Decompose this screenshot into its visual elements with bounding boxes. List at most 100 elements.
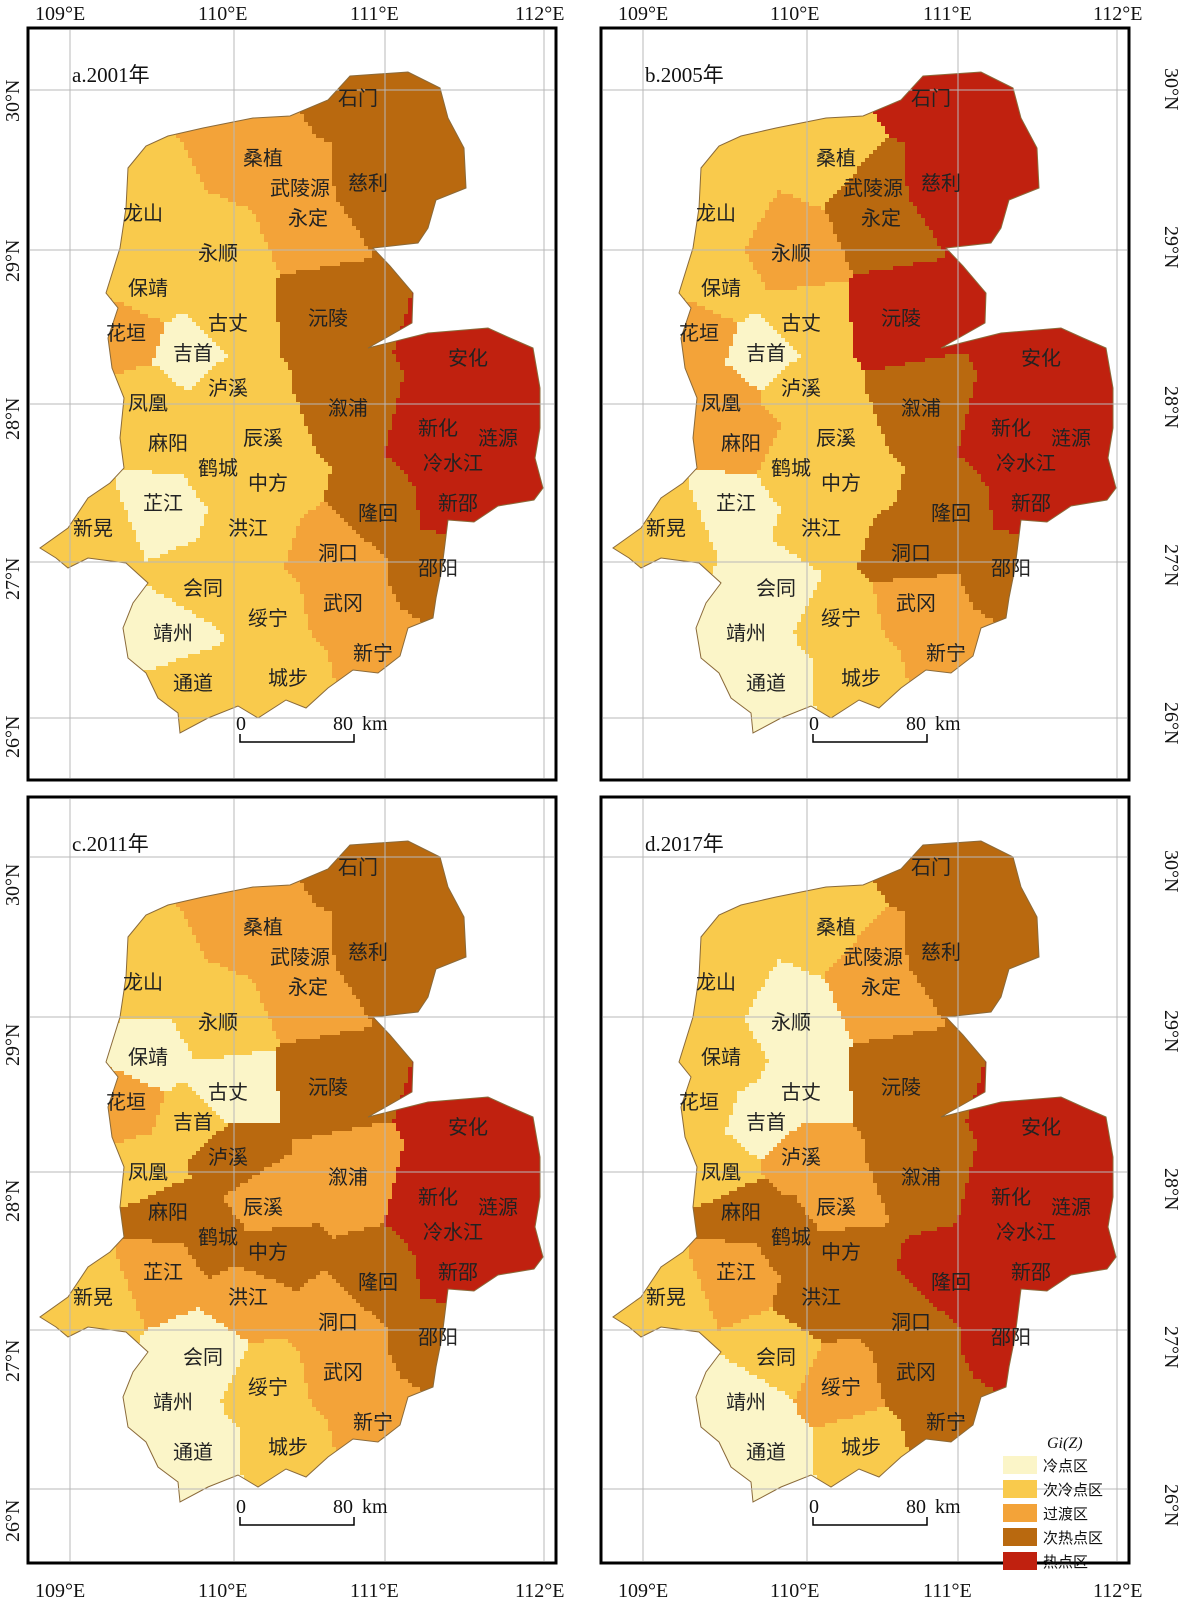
county-region <box>857 1271 961 1351</box>
county-label: 绥宁 <box>248 606 288 630</box>
county-label: 邵阳 <box>991 1325 1031 1349</box>
county-label: 芷江 <box>716 491 756 515</box>
county-label: 靖州 <box>153 621 193 645</box>
county-label: 城步 <box>268 1435 308 1459</box>
county-label: 泸溪 <box>208 1145 248 1169</box>
lon-label: 109°E <box>618 3 668 25</box>
county-label: 邵阳 <box>418 1325 458 1349</box>
county-label: 保靖 <box>701 276 741 300</box>
county-label: 武陵源 <box>270 176 330 200</box>
county-label: 绥宁 <box>821 606 861 630</box>
county-label: 石门 <box>911 855 951 879</box>
lon-label: 110°E <box>198 3 247 25</box>
county-label: 鹤城 <box>198 456 238 480</box>
lat-label: 29°N <box>1160 1010 1182 1052</box>
legend-swatch-cold <box>1003 1456 1037 1474</box>
lat-label: 30°N <box>1160 850 1182 892</box>
county-label: 永顺 <box>771 241 811 265</box>
county-label: 洞口 <box>891 541 931 565</box>
county-label: 桑植 <box>243 146 283 170</box>
county-label: 冷水江 <box>996 1220 1056 1244</box>
lat-label: 27°N <box>2 1340 24 1382</box>
county-label: 新邵 <box>1011 1260 1051 1284</box>
county-label: 慈利 <box>348 171 388 195</box>
county-region <box>745 190 853 290</box>
lon-label: 111°E <box>350 3 399 25</box>
county-label: 辰溪 <box>243 1195 283 1219</box>
county-label: 麻阳 <box>148 431 188 455</box>
county-label: 武陵源 <box>843 176 903 200</box>
county-region <box>396 438 492 486</box>
county-label: 新宁 <box>353 641 393 665</box>
lon-label: 112°E <box>515 1580 564 1600</box>
county-label: 芷江 <box>143 1260 183 1284</box>
county-label: 通道 <box>173 1440 213 1464</box>
county-label: 涟源 <box>1051 426 1091 450</box>
scale-bar-line <box>812 734 928 743</box>
scale-bar-unit: km <box>935 713 961 735</box>
county-label: 石门 <box>338 855 378 879</box>
county-label: 花垣 <box>106 1090 146 1114</box>
lon-label: 111°E <box>923 3 972 25</box>
county-label: 沅陵 <box>881 306 921 330</box>
county-region <box>220 1339 312 1427</box>
county-region <box>897 1223 993 1327</box>
county-label: 中方 <box>248 1240 288 1264</box>
county-label: 武陵源 <box>270 945 330 969</box>
county-label: 武冈 <box>896 1360 936 1384</box>
county-regions <box>613 841 1116 1502</box>
county-label: 新宁 <box>353 1410 393 1434</box>
county-label: 城步 <box>841 1435 881 1459</box>
county-label: 慈利 <box>921 940 961 964</box>
county-label: 古丈 <box>208 311 248 335</box>
county-label: 龙山 <box>123 970 163 994</box>
county-region <box>873 1343 973 1415</box>
county-label: 通道 <box>746 671 786 695</box>
county-region <box>773 498 873 574</box>
lat-label: 29°N <box>2 1024 24 1066</box>
county-label: 桑植 <box>816 146 856 170</box>
county-region <box>829 963 945 1043</box>
county-region <box>324 1223 420 1327</box>
lon-label: 109°E <box>35 1580 85 1600</box>
county-region <box>797 1155 889 1231</box>
right-latitude-labels: 30°N 29°N 28°N 27°N 26°N 30°N 29°N 28°N … <box>1160 68 1182 1526</box>
county-label: 新邵 <box>438 1260 478 1284</box>
lat-label: 27°N <box>1160 544 1182 586</box>
county-region <box>172 190 280 290</box>
county-label: 永顺 <box>771 1010 811 1034</box>
county-label: 新邵 <box>438 491 478 515</box>
bottom-longitude-labels: 109°E 110°E 111°E 112°E 109°E 110°E 111°… <box>35 1580 1142 1600</box>
legend: Gi(Z) 冷点区 次冷点区 过渡区 次热点区 热点区 <box>1003 1435 1103 1571</box>
county-region <box>797 386 889 462</box>
panel-title: d.2017年 <box>645 832 724 856</box>
county-label: 绥宁 <box>248 1375 288 1399</box>
county-region <box>897 454 993 558</box>
province-outline <box>39 840 544 1503</box>
county-label: 中方 <box>248 471 288 495</box>
county-region <box>300 574 400 646</box>
county-region <box>256 963 372 1043</box>
lon-label: 111°E <box>350 1580 399 1600</box>
county-label: 通道 <box>173 671 213 695</box>
county-label: 新化 <box>418 416 458 440</box>
county-label: 保靖 <box>701 1045 741 1069</box>
county-label: 鹤城 <box>198 1225 238 1249</box>
county-region <box>745 959 853 1059</box>
county-label: 武冈 <box>896 591 936 615</box>
lat-label: 28°N <box>2 1180 24 1222</box>
county-region <box>865 354 977 470</box>
county-region <box>957 1143 1045 1231</box>
county-region <box>468 1143 543 1283</box>
county-region <box>793 1339 885 1427</box>
lon-label: 112°E <box>515 3 564 25</box>
county-region <box>757 1195 821 1279</box>
county-region <box>969 438 1065 486</box>
county-label: 涟源 <box>478 1195 518 1219</box>
scale-bar-line <box>239 734 355 743</box>
county-region <box>773 1267 873 1343</box>
county-label: 武冈 <box>323 1360 363 1384</box>
county-label: 隆回 <box>358 1270 398 1294</box>
county-label: 邵阳 <box>418 556 458 580</box>
county-label: 溆浦 <box>901 1165 941 1189</box>
